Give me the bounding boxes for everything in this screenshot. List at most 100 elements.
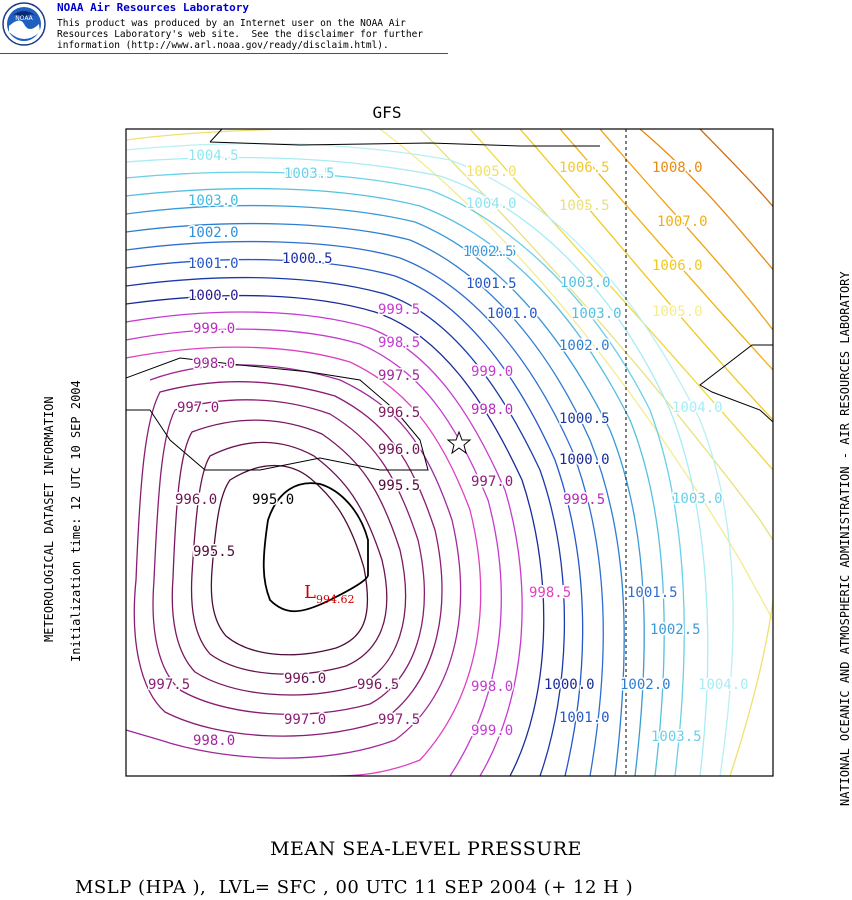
contour-label: 995.5 <box>378 478 420 494</box>
product-subtitle: MSLP (HPA ), LVL= SFC , 00 UTC 11 SEP 20… <box>75 877 634 898</box>
isobar-1004-5 <box>126 142 734 776</box>
contour-label: 1003.0 <box>672 491 723 507</box>
contour-label: 1001.0 <box>487 306 538 322</box>
contour-label: 1000.0 <box>559 452 610 468</box>
low-center-value: 994.62 <box>316 593 355 606</box>
isobar-1007 <box>559 129 773 371</box>
contour-label: 998.0 <box>193 356 235 372</box>
isobar-999 <box>126 328 502 776</box>
coastline-right <box>699 344 773 423</box>
contour-label: 999.0 <box>471 723 513 739</box>
isobar-1009 <box>699 129 773 208</box>
contour-label: 997.0 <box>177 400 219 416</box>
header-divider <box>0 53 448 54</box>
contour-label: 998.5 <box>529 585 571 601</box>
agency-credit: NATIONAL OCEANIC AND ATMOSPHERIC ADMINIS… <box>838 271 852 806</box>
isobar-yellow-top <box>126 129 360 141</box>
contour-label: 1004.5 <box>188 148 239 164</box>
contour-label: 1005.0 <box>652 304 703 320</box>
contour-label: 1003.0 <box>571 306 622 322</box>
disclaimer-line: information (http://www.arl.noaa.gov/rea… <box>57 40 389 51</box>
isobar-1001-5 <box>126 240 604 776</box>
disclaimer-line: Resources Laboratory's web site. See the… <box>57 29 424 40</box>
contour-label: 999.0 <box>471 364 513 380</box>
contour-label: 996.0 <box>175 492 217 508</box>
contour-label: 998.0 <box>193 733 235 749</box>
contour-label: 1002.5 <box>650 622 701 638</box>
contour-label: 999.0 <box>193 321 235 337</box>
contour-label: 1004.5 <box>698 677 749 693</box>
contour-label: 1001.5 <box>627 585 678 601</box>
contour-label: 1005.5 <box>559 198 610 214</box>
noaa-logo-icon: NOAA <box>2 2 46 46</box>
contour-label: 1004.0 <box>672 400 723 416</box>
isobar-1000-5 <box>126 276 566 776</box>
contour-label: 1001.5 <box>466 276 517 292</box>
contour-label: 997.0 <box>471 474 513 490</box>
isobar-yellow-right <box>729 599 773 776</box>
noaa-header: NOAA NOAA Air Resources Laboratory This … <box>0 0 450 56</box>
contour-label: 999.5 <box>378 302 420 318</box>
contour-label: 1006.0 <box>652 258 703 274</box>
contour-label: 995.5 <box>193 544 235 560</box>
contour-label: 996.0 <box>378 442 420 458</box>
contour-label: 1002.0 <box>559 338 610 354</box>
contour-label: 1001.0 <box>559 710 610 726</box>
contour-label: 1001.0 <box>188 256 239 272</box>
contour-label: 1003.5 <box>282 166 333 182</box>
contour-label: 997.0 <box>284 712 326 728</box>
header-disclaimer: This product was produced by an Internet… <box>57 18 423 51</box>
coastline-top <box>209 129 600 147</box>
isobar-1005 <box>379 129 773 621</box>
isobar-996-5 <box>171 419 407 696</box>
contour-label: 1005.0 <box>466 164 517 180</box>
contour-label: 998.0 <box>471 679 513 695</box>
isobar-1008 <box>639 129 773 271</box>
isobar-1003-5 <box>126 171 685 776</box>
dataset-info-label: METEOROLOGICAL DATASET INFORMATION <box>42 396 56 642</box>
isobar-1001 <box>126 258 584 776</box>
contour-label: 1004.0 <box>672 400 723 416</box>
contour-label: 997.5 <box>378 712 420 728</box>
contour-label: 998.0 <box>471 402 513 418</box>
isobar-1002 <box>126 222 625 776</box>
contour-label: 1003.5 <box>650 622 701 638</box>
contour-label: 1000.5 <box>282 251 333 267</box>
map-frame <box>125 128 774 777</box>
contour-label: 1008.0 <box>652 160 703 176</box>
isobar-1003 <box>126 187 665 776</box>
contour-label: 999.5 <box>563 492 605 508</box>
contour-label: 1003.5 <box>651 729 702 745</box>
isobar-1002-5 <box>126 204 645 776</box>
isobar-1006 <box>469 129 773 471</box>
product-title: MEAN SEA-LEVEL PRESSURE <box>270 838 582 860</box>
contour-label: 1001.5 <box>466 276 517 292</box>
isobar-1004 <box>126 156 709 776</box>
isobar-1000 <box>126 294 545 776</box>
isobar-1005-5 <box>419 129 773 541</box>
contour-label: 997.5 <box>378 368 420 384</box>
isobar-999-5 <box>126 311 523 776</box>
coastline <box>126 357 429 471</box>
isobar-998-5 <box>126 346 482 776</box>
contour-label: 998.5 <box>529 585 571 601</box>
contour-label: 1000.0 <box>544 677 595 693</box>
initialization-time: Initialization time: 12 UTC 10 SEP 2004 <box>69 380 83 662</box>
contour-label: 1000.0 <box>188 288 239 304</box>
isobar-998 <box>126 364 462 759</box>
star-marker-icon <box>446 430 472 455</box>
model-title: GFS <box>372 103 402 122</box>
contour-label: 1003.0 <box>560 275 611 291</box>
contour-label: 1003.5 <box>284 166 335 182</box>
contour-labels: 1004.5 1003.5 1003.0 1002.0 1001.0 1000.5 1000… <box>147 147 751 751</box>
contour-label: 996.5 <box>357 677 399 693</box>
isobar-997-5 <box>133 381 443 737</box>
contour-label: 1002.0 <box>188 225 239 241</box>
isobar-1007-5 <box>599 129 773 331</box>
contour-label: 995.0 <box>252 492 294 508</box>
low-center-symbol: L <box>304 582 316 603</box>
contour-label: 996.0 <box>284 671 326 687</box>
disclaimer-line: This product was produced by an Internet… <box>57 18 406 29</box>
contour-label: 997.5 <box>148 677 190 693</box>
